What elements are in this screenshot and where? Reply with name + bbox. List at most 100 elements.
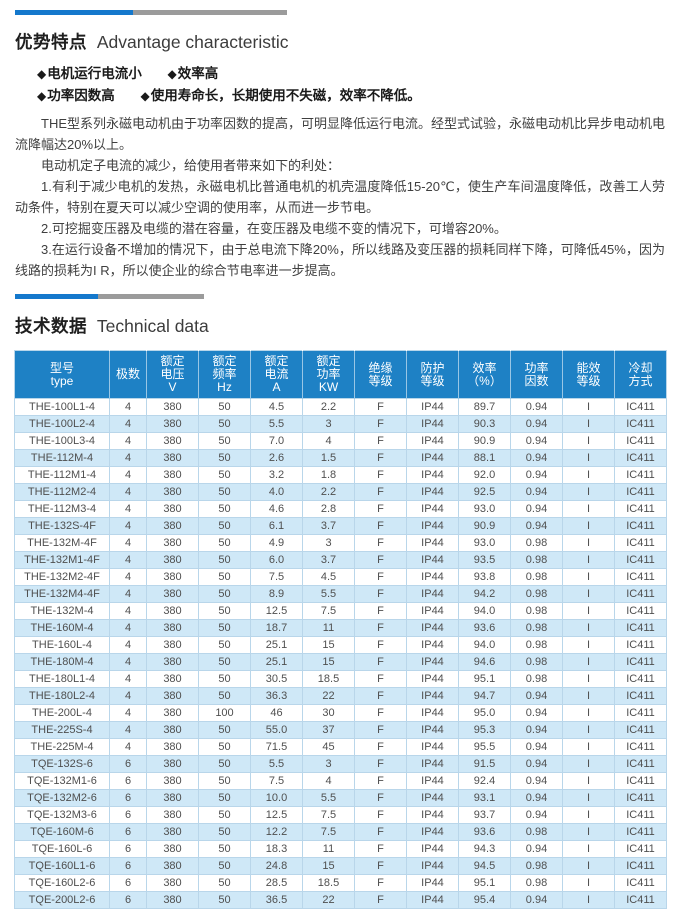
table-cell: IP44 <box>406 517 459 535</box>
table-cell: IC411 <box>614 874 667 892</box>
table-cell: I <box>562 585 615 603</box>
table-cell: 5.5 <box>302 585 355 603</box>
table-cell: 71.5 <box>250 738 303 756</box>
table-cell: 94.0 <box>458 602 511 620</box>
table-cell: IP44 <box>406 687 459 705</box>
table-cell: I <box>562 517 615 535</box>
table-cell: 15 <box>302 857 355 875</box>
table-cell: I <box>562 568 615 586</box>
table-cell: 0.94 <box>510 755 563 773</box>
table-cell: 0.94 <box>510 772 563 790</box>
table-cell: 380 <box>146 721 199 739</box>
table-row: TQE-160M-6 6 380 50 12.2 7.5 F IP44 93.6 0.98 I IC4… <box>14 823 667 841</box>
table-cell: 12.2 <box>250 823 303 841</box>
table-cell: 45 <box>302 738 355 756</box>
table-row: THE-132M1-4F 4 380 50 6.0 3.7 F IP44 93.5 0.98 I IC… <box>14 551 667 569</box>
table-cell: IP44 <box>406 619 459 637</box>
bar-gray-segment <box>98 294 204 299</box>
table-cell: IC411 <box>614 602 667 620</box>
table-cell: 89.7 <box>458 398 511 416</box>
table-cell: I <box>562 415 615 433</box>
table-cell: 380 <box>146 398 199 416</box>
table-cell: 0.94 <box>510 721 563 739</box>
table-cell: 380 <box>146 857 199 875</box>
table-row: THE-180M-4 4 380 50 25.1 15 F IP44 94.6 0.98 I IC41… <box>14 653 667 671</box>
table-cell: 6 <box>109 772 147 790</box>
table-cell: 380 <box>146 755 199 773</box>
table-row: THE-100L3-4 4 380 50 7.0 4 F IP44 90.9 0.94 I IC411 <box>14 432 667 450</box>
table-cell: IC411 <box>614 772 667 790</box>
table-cell: I <box>562 534 615 552</box>
table-cell: 4 <box>109 398 147 416</box>
table-cell: F <box>354 670 407 688</box>
table-row: THE-225S-4 4 380 50 55.0 37 F IP44 95.3 0.94 I IC41… <box>14 721 667 739</box>
table-cell: F <box>354 551 407 569</box>
model-cell: THE-112M-4 <box>14 449 110 467</box>
table-row: THE-112M3-4 4 380 50 4.6 2.8 F IP44 93.0 0.94 I IC4… <box>14 500 667 518</box>
table-cell: I <box>562 857 615 875</box>
bullet-text: 效率高 <box>177 66 219 81</box>
table-cell: IC411 <box>614 738 667 756</box>
table-cell: I <box>562 687 615 705</box>
table-cell: IC411 <box>614 653 667 671</box>
table-row: TQE-132M3-6 6 380 50 12.5 7.5 F IP44 93.7 0.94 I IC… <box>14 806 667 824</box>
table-cell: 380 <box>146 568 199 586</box>
table-cell: 4 <box>109 449 147 467</box>
column-header: 额定 频率 Hz <box>198 350 251 399</box>
table-cell: 55.0 <box>250 721 303 739</box>
table-cell: 92.0 <box>458 466 511 484</box>
table-cell: 4 <box>109 687 147 705</box>
table-cell: 6 <box>109 823 147 841</box>
model-cell: THE-180L1-4 <box>14 670 110 688</box>
table-cell: I <box>562 500 615 518</box>
table-cell: 6 <box>109 891 147 909</box>
table-cell: IC411 <box>614 687 667 705</box>
table-cell: 93.0 <box>458 500 511 518</box>
table-cell: 95.1 <box>458 874 511 892</box>
table-cell: 24.8 <box>250 857 303 875</box>
table-row: TQE-200L2-6 6 380 50 36.5 22 F IP44 95.4 0.94 I IC4… <box>14 891 667 909</box>
table-cell: IP44 <box>406 772 459 790</box>
table-cell: I <box>562 602 615 620</box>
table-cell: 4 <box>109 653 147 671</box>
table-cell: 28.5 <box>250 874 303 892</box>
table-cell: I <box>562 823 615 841</box>
table-cell: IC411 <box>614 840 667 858</box>
table-cell: IP44 <box>406 551 459 569</box>
model-cell: THE-132M1-4F <box>14 551 110 569</box>
section-divider-bar <box>15 294 204 299</box>
table-cell: IP44 <box>406 704 459 722</box>
table-cell: 380 <box>146 415 199 433</box>
model-cell: THE-200L-4 <box>14 704 110 722</box>
table-cell: 50 <box>198 517 251 535</box>
bullet-item: ◆效率高 <box>168 63 219 85</box>
table-cell: 50 <box>198 874 251 892</box>
table-cell: IC411 <box>614 891 667 909</box>
table-cell: F <box>354 874 407 892</box>
table-cell: IC411 <box>614 534 667 552</box>
table-cell: 0.98 <box>510 874 563 892</box>
table-cell: 380 <box>146 449 199 467</box>
table-cell: F <box>354 687 407 705</box>
table-cell: 12.5 <box>250 806 303 824</box>
table-cell: 0.98 <box>510 551 563 569</box>
bullet-item: ◆功率因数高 <box>37 85 115 107</box>
table-cell: 50 <box>198 551 251 569</box>
table-cell: 46 <box>250 704 303 722</box>
table-cell: IP44 <box>406 670 459 688</box>
table-cell: 380 <box>146 823 199 841</box>
table-cell: IC411 <box>614 466 667 484</box>
table-cell: 90.3 <box>458 415 511 433</box>
table-cell: 30.5 <box>250 670 303 688</box>
column-header: 能效 等级 <box>562 350 615 399</box>
table-cell: I <box>562 432 615 450</box>
table-cell: IC411 <box>614 755 667 773</box>
table-cell: 50 <box>198 806 251 824</box>
model-cell: THE-132M-4 <box>14 602 110 620</box>
table-cell: 50 <box>198 636 251 654</box>
table-cell: 380 <box>146 432 199 450</box>
table-cell: 15 <box>302 636 355 654</box>
table-cell: 6 <box>109 789 147 807</box>
table-row: THE-225M-4 4 380 50 71.5 45 F IP44 95.5 0.94 I IC41… <box>14 738 667 756</box>
table-cell: 380 <box>146 636 199 654</box>
